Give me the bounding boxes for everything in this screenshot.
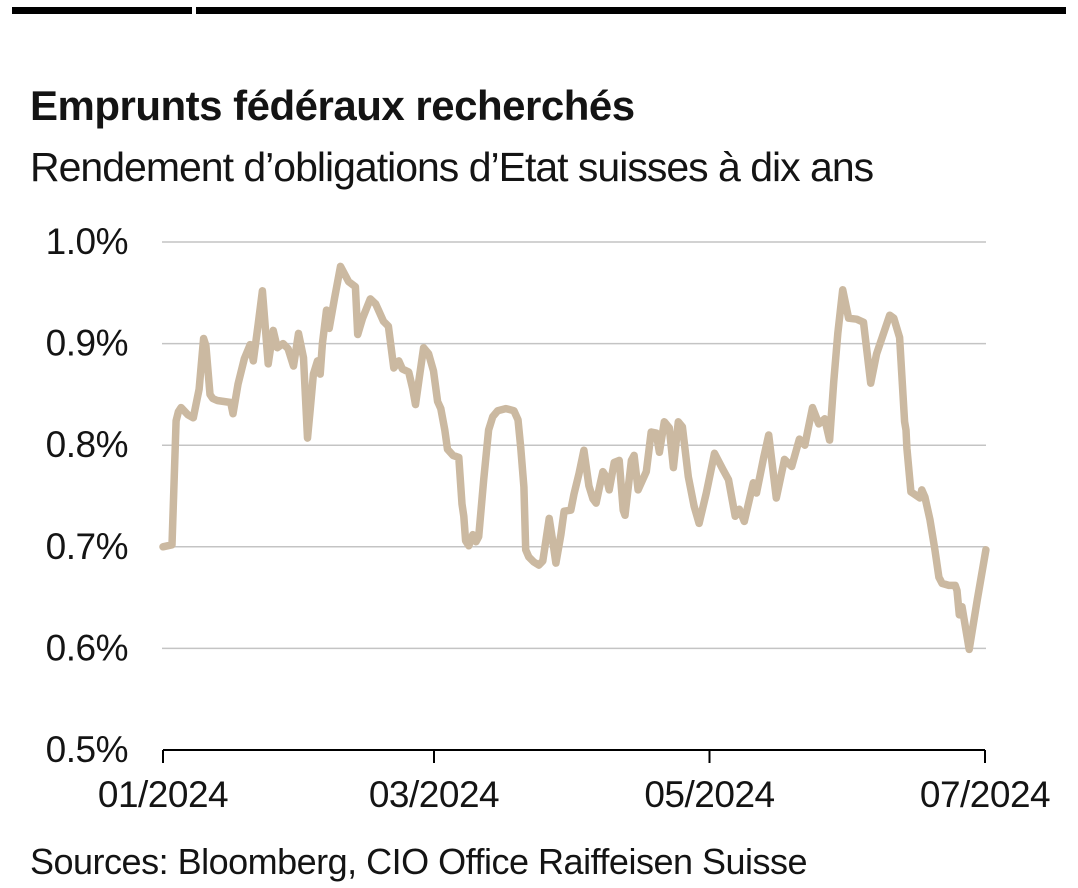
top-rule-left — [12, 7, 192, 14]
page-subtitle: Rendement d’obligations d’Etat suisses à… — [30, 144, 874, 191]
sources-note: Sources: Bloomberg, CIO Office Raiffeise… — [30, 841, 808, 882]
y-axis-tick-label: 0.7% — [46, 526, 128, 567]
y-axis-tick-label: 0.8% — [46, 424, 128, 465]
yield-series-line — [159, 262, 990, 654]
x-axis-tick-label: 03/2024 — [369, 774, 499, 815]
x-axis-tick-label: 07/2024 — [920, 774, 1050, 815]
y-axis-tick-label: 1.0% — [46, 221, 128, 262]
page-title: Emprunts fédéraux recherchés — [30, 82, 635, 130]
y-axis-tick-label: 0.6% — [46, 627, 128, 668]
y-axis-tick-label: 0.5% — [46, 729, 128, 770]
x-axis-tick-label: 05/2024 — [644, 774, 774, 815]
y-axis-tick-label: 0.9% — [46, 323, 128, 364]
top-rule-right — [196, 7, 1066, 14]
x-axis-tick-label: 01/2024 — [98, 774, 228, 815]
